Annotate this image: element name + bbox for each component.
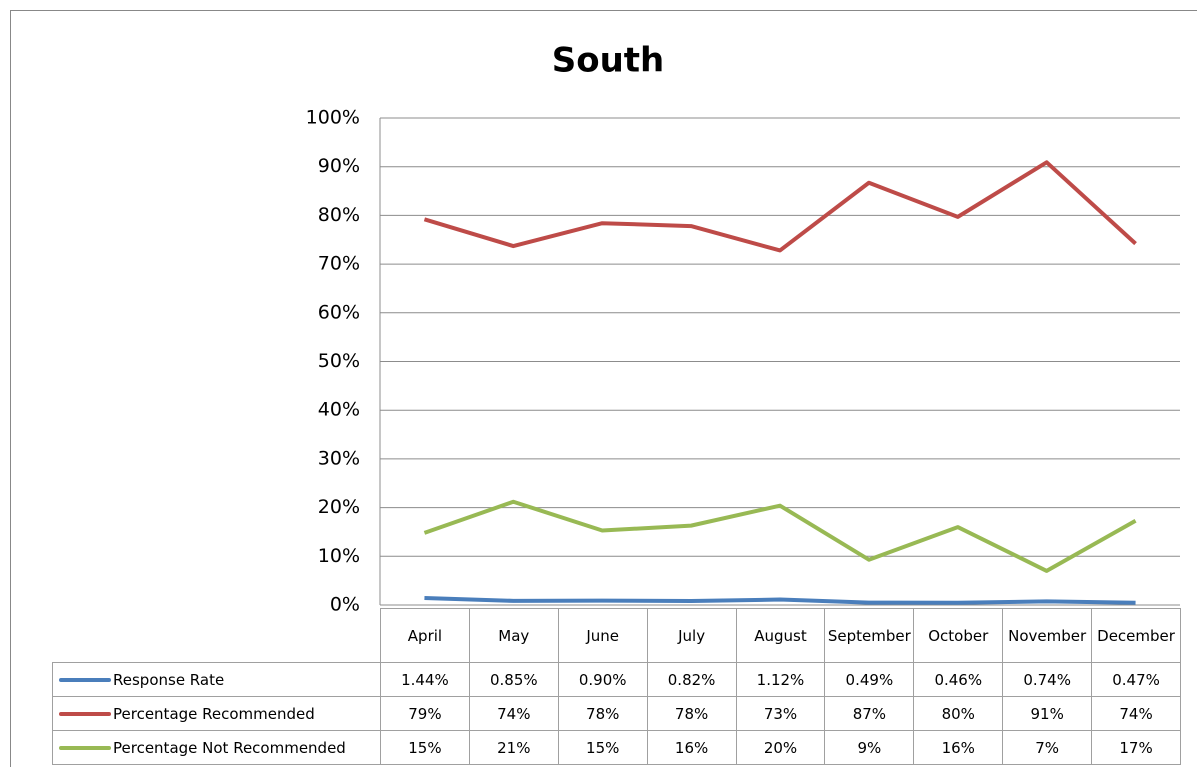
x-tick-label: August — [754, 626, 807, 645]
data-label: 1.44% — [380, 662, 470, 697]
y-tick-label: 100% — [306, 107, 360, 129]
legend-cell: Percentage Not Recommended — [52, 730, 381, 765]
y-tick-label: 70% — [318, 253, 360, 275]
data-label: 0.74% — [1002, 662, 1093, 697]
data-label: 0.47% — [1091, 662, 1181, 697]
data-label: 16% — [913, 730, 1004, 765]
table-header-cell: June — [557, 608, 648, 663]
data-label: 78% — [646, 696, 737, 731]
x-tick-label: April — [407, 626, 443, 645]
data-label: 1.12% — [735, 662, 826, 697]
table-header-cell: September — [824, 608, 915, 663]
data-label: 79% — [380, 696, 470, 731]
legend-label: Response Rate — [113, 670, 225, 689]
data-label: 9% — [824, 730, 915, 765]
data-label: 80% — [913, 696, 1004, 731]
data-label: 16% — [646, 730, 737, 765]
legend-key — [59, 745, 111, 750]
table-header-cell: November — [1002, 608, 1093, 663]
y-tick-label: 60% — [318, 301, 360, 323]
data-label: 0.82% — [646, 662, 737, 697]
data-label: 15% — [557, 730, 648, 765]
y-tick-label: 80% — [318, 204, 360, 226]
data-label: 0.85% — [468, 662, 559, 697]
table-header-cell: April — [380, 608, 470, 663]
x-tick-label: November — [1008, 626, 1087, 645]
x-tick-label: June — [586, 626, 620, 645]
y-tick-label: 10% — [318, 545, 360, 567]
x-tick-label: December — [1097, 626, 1175, 645]
data-label: 17% — [1091, 730, 1181, 765]
data-label: 0.90% — [557, 662, 648, 697]
y-tick-label: 30% — [318, 447, 360, 469]
data-label: 20% — [735, 730, 826, 765]
data-label: 7% — [1002, 730, 1093, 765]
table-header-cell: October — [913, 608, 1004, 663]
data-label: 87% — [824, 696, 915, 731]
data-label: 21% — [468, 730, 559, 765]
legend-key — [59, 711, 111, 716]
table-header-cell: August — [735, 608, 826, 663]
y-tick-label: 40% — [318, 399, 360, 421]
table-header-cell: July — [646, 608, 737, 663]
table-header-cell: December — [1091, 608, 1181, 663]
data-label: 0.46% — [913, 662, 1004, 697]
x-tick-label: July — [678, 626, 706, 645]
y-tick-label: 0% — [330, 594, 360, 616]
data-label: 91% — [1002, 696, 1093, 731]
legend-label: Percentage Recommended — [113, 704, 315, 723]
data-label: 74% — [468, 696, 559, 731]
chart-frame — [10, 10, 1197, 767]
data-label: 78% — [557, 696, 648, 731]
table-header-cell: May — [468, 608, 559, 663]
y-tick-label: 90% — [318, 155, 360, 177]
series-line — [423, 160, 1137, 253]
data-label: 74% — [1091, 696, 1181, 731]
legend-key — [59, 677, 111, 682]
y-tick-label: 20% — [318, 496, 360, 518]
x-tick-label: May — [498, 626, 530, 645]
x-tick-label: September — [827, 626, 911, 645]
data-label: 15% — [380, 730, 470, 765]
chart-title: South — [552, 41, 665, 81]
series-line — [424, 595, 1136, 605]
legend-cell: Percentage Recommended — [52, 696, 381, 731]
data-label: 0.49% — [824, 662, 915, 697]
x-tick-label: October — [928, 626, 989, 645]
data-label: 73% — [735, 696, 826, 731]
legend-label: Percentage Not Recommended — [113, 738, 346, 757]
y-tick-label: 50% — [318, 350, 360, 372]
series-line — [423, 499, 1137, 573]
legend-cell: Response Rate — [52, 662, 381, 697]
